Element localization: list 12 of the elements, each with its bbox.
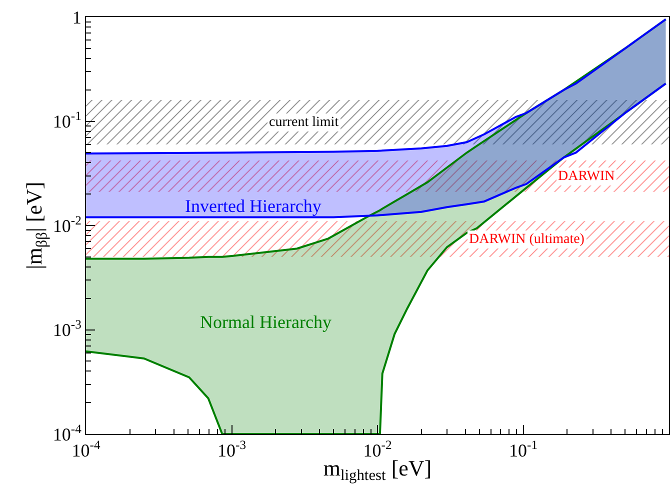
legend-label: Inverted Hierarchy <box>185 196 322 216</box>
y-tick-label: 10$^{-3}$ <box>52 317 82 340</box>
band-label: current limit <box>269 115 339 130</box>
legend-label: Normal Hierarchy <box>200 312 332 332</box>
y-tick-label: 10$^{-1}$ <box>52 108 82 132</box>
x-tick-label: 10$^{-2}$ <box>363 438 392 461</box>
y-tick-label: 1 <box>72 7 82 28</box>
band-label: DARWIN <box>558 169 615 184</box>
y-tick-label: 10$^{-2}$ <box>52 213 82 236</box>
band-label: DARWIN (ultimate) <box>469 232 585 247</box>
x-tick-label: 10$^{-3}$ <box>218 438 246 461</box>
x-tick-label: 10$^{-1}$ <box>509 438 538 461</box>
